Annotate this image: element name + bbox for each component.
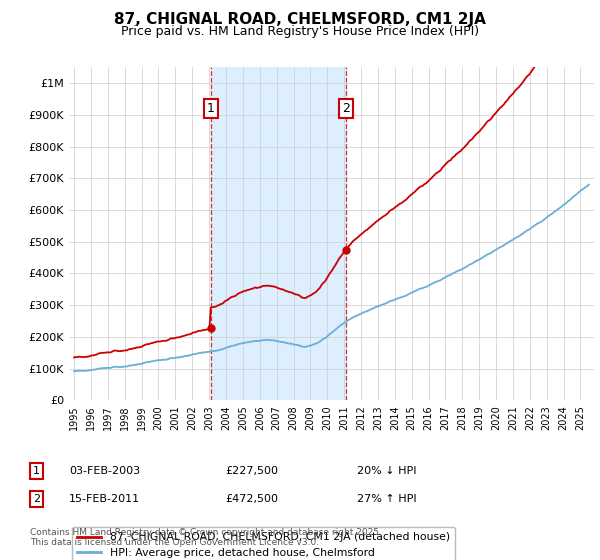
Text: £472,500: £472,500	[225, 494, 278, 504]
Text: Contains HM Land Registry data © Crown copyright and database right 2025.
This d: Contains HM Land Registry data © Crown c…	[30, 528, 382, 547]
Text: 2: 2	[33, 494, 40, 504]
Text: Price paid vs. HM Land Registry's House Price Index (HPI): Price paid vs. HM Land Registry's House …	[121, 25, 479, 38]
Text: £227,500: £227,500	[225, 466, 278, 476]
Text: 15-FEB-2011: 15-FEB-2011	[69, 494, 140, 504]
Text: 87, CHIGNAL ROAD, CHELMSFORD, CM1 2JA: 87, CHIGNAL ROAD, CHELMSFORD, CM1 2JA	[114, 12, 486, 27]
Bar	[211, 67, 346, 400]
Text: 27% ↑ HPI: 27% ↑ HPI	[357, 494, 416, 504]
Legend: 87, CHIGNAL ROAD, CHELMSFORD, CM1 2JA (detached house), HPI: Average price, deta: 87, CHIGNAL ROAD, CHELMSFORD, CM1 2JA (d…	[72, 527, 455, 560]
Text: 1: 1	[206, 102, 215, 115]
Text: 20% ↓ HPI: 20% ↓ HPI	[357, 466, 416, 476]
Text: 03-FEB-2003: 03-FEB-2003	[69, 466, 140, 476]
Text: 2: 2	[342, 102, 350, 115]
Text: 1: 1	[33, 466, 40, 476]
